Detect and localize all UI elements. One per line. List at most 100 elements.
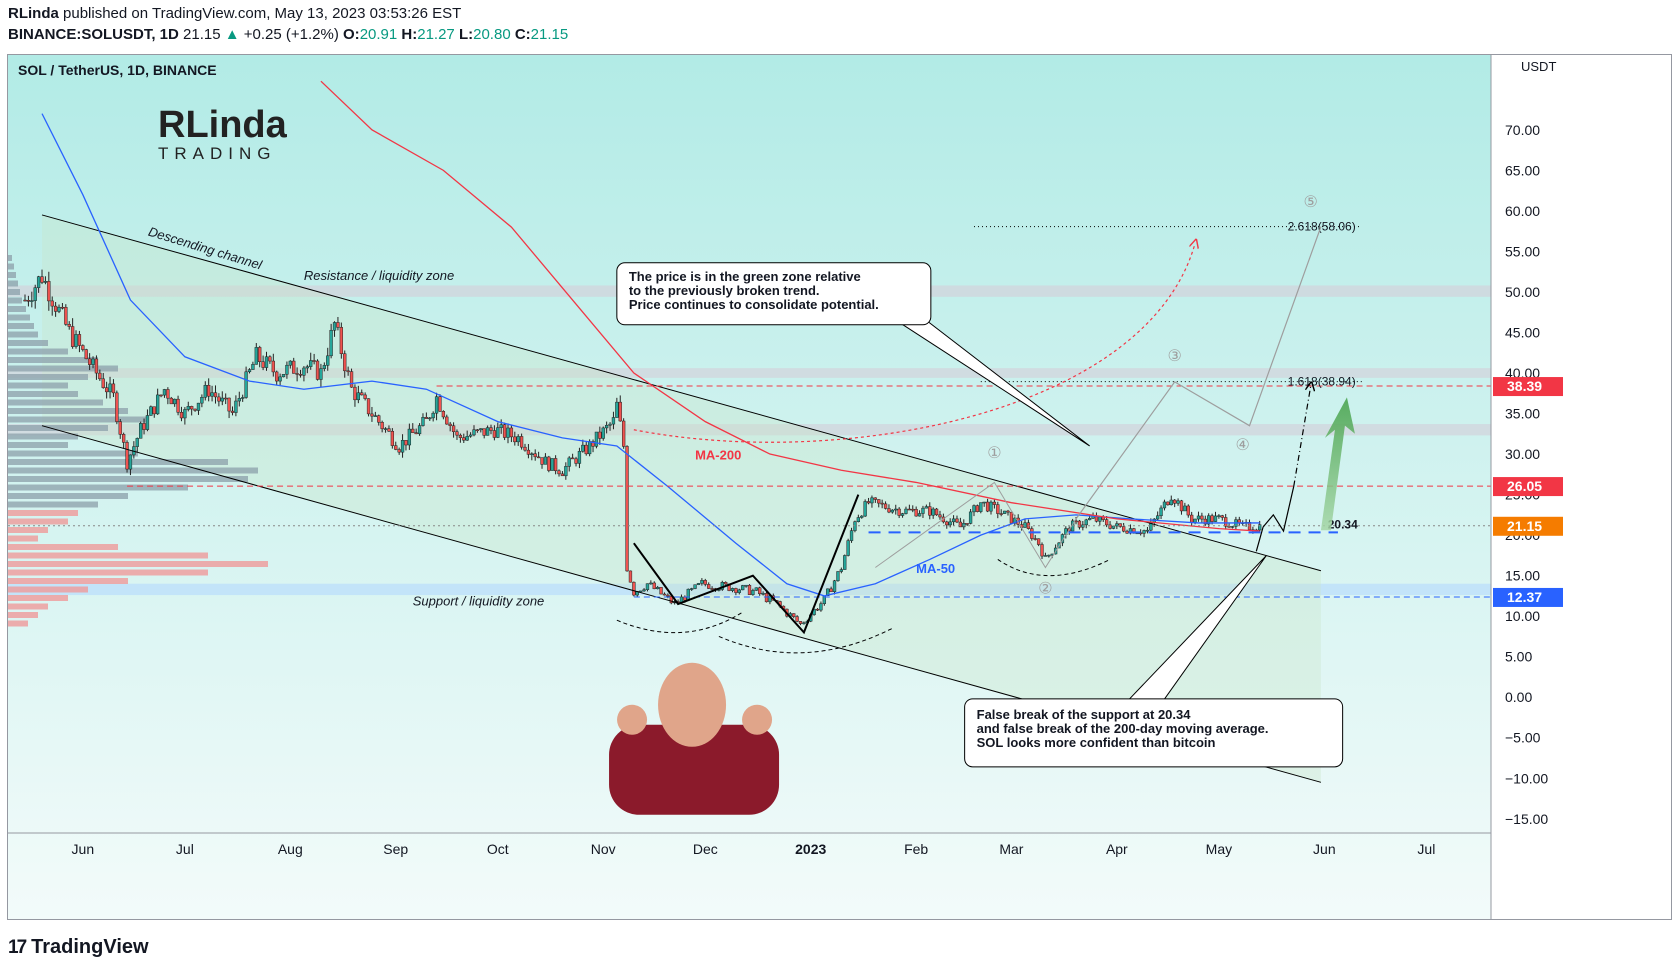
candle-body <box>1118 523 1122 527</box>
candle-body <box>1173 499 1177 504</box>
candle-body <box>305 366 309 369</box>
x-tick-label: Apr <box>1106 841 1128 857</box>
candle-body <box>115 392 119 422</box>
candle-body <box>186 406 190 410</box>
y-tick-label: 55.00 <box>1505 243 1540 259</box>
candle-body <box>547 456 551 471</box>
candle-body <box>434 396 439 414</box>
candle-body <box>326 355 330 366</box>
candle-body <box>931 508 935 516</box>
candle-body <box>224 397 228 400</box>
candle-body <box>139 423 143 439</box>
candle-body <box>183 409 187 419</box>
candle-body <box>91 358 95 365</box>
candle-body <box>258 347 262 362</box>
candle-body <box>951 518 956 523</box>
price-chart[interactable]: 2.618(58.06) 1.618(38.94) 20.34 ① ② ③ ④ ⑤ SOL / … <box>8 55 1672 920</box>
volume-profile-bar <box>8 280 18 287</box>
candle-body <box>584 444 588 455</box>
candle-body <box>121 434 126 443</box>
candle-body <box>574 458 578 464</box>
price-tag-text-0: 38.39 <box>1507 378 1542 394</box>
candle-body <box>145 415 150 430</box>
candle-body <box>465 436 469 441</box>
time-axis[interactable]: Jun Jul Aug Sep Oct Nov Dec 2023 Feb Mar Apr May Jun… <box>8 832 1491 857</box>
y-tick-label: 50.00 <box>1505 284 1540 300</box>
candle-body <box>686 588 690 601</box>
candle-body <box>955 518 959 523</box>
candle-body <box>758 587 762 595</box>
candle-body <box>271 360 275 373</box>
candle-body <box>315 360 320 380</box>
publish-info: RLinda published on TradingView.com, May… <box>8 5 461 22</box>
candle-body <box>1023 522 1027 528</box>
close-value: 21.15 <box>530 26 569 43</box>
candle-body <box>972 505 976 513</box>
candle-body <box>373 415 377 417</box>
candle-body <box>247 369 252 373</box>
watermark-bottom: TRADING <box>158 144 277 163</box>
candle-body <box>652 582 656 590</box>
candle-body <box>1258 524 1262 531</box>
candle-body <box>1196 515 1201 520</box>
candle-body <box>1200 515 1204 520</box>
candle-body <box>938 514 942 518</box>
chart-frame[interactable]: 2.618(58.06) 1.618(38.94) 20.34 ① ② ③ ④ ⑤ SOL / … <box>7 54 1672 920</box>
candle-body <box>911 508 915 511</box>
y-tick-label: 65.00 <box>1505 162 1540 178</box>
candle-body <box>421 417 425 426</box>
candle-body <box>220 397 224 402</box>
candle-body <box>292 360 296 374</box>
price-tag-0 <box>1493 377 1563 397</box>
symbol-label[interactable]: BINANCE:SOLUSDT, 1D <box>8 26 179 43</box>
candle-body <box>877 499 881 504</box>
candle-body <box>23 299 27 302</box>
volume-profile-bar <box>8 527 48 533</box>
tradingview-logo-icon: 17 <box>8 936 27 958</box>
tradingview-footer[interactable]: 17 TradingView <box>8 936 149 959</box>
volume-profile-bar <box>8 314 30 321</box>
volume-profile-bar <box>8 595 68 601</box>
low-value: 20.80 <box>473 26 511 43</box>
wave-label-3: ③ <box>1168 348 1182 365</box>
candle-body <box>200 397 204 404</box>
candle-body <box>598 431 602 439</box>
candle-body <box>244 371 248 398</box>
candle-body <box>47 281 51 302</box>
candle-body <box>849 530 854 541</box>
candle-body <box>581 444 585 452</box>
candle-body <box>792 613 796 617</box>
callout1-pointer-outline <box>896 320 1090 447</box>
candle-body <box>962 523 966 528</box>
candle-body <box>98 372 102 380</box>
wave-label-2: ② <box>1038 580 1052 597</box>
price-axis[interactable]: USDT70.0065.0060.0055.0050.0045.0040.003… <box>1490 55 1672 920</box>
candle-body <box>349 371 354 388</box>
liquidity-zone-1 <box>8 368 1491 378</box>
candle-body <box>839 569 843 572</box>
y-tick-label: −15.00 <box>1505 811 1548 827</box>
volume-profile-bar <box>8 510 78 516</box>
ma200-line <box>320 80 1260 532</box>
candle-body <box>1104 519 1109 526</box>
candle-body <box>656 587 660 590</box>
candle-body <box>608 423 612 426</box>
ma200-label: MA-200 <box>695 448 741 463</box>
candle-body <box>288 360 292 366</box>
candle-body <box>336 322 340 328</box>
candle-body <box>737 589 741 593</box>
candle-body <box>67 324 71 327</box>
candle-body <box>999 513 1003 515</box>
figure-head <box>658 662 727 747</box>
candle-body <box>445 416 449 425</box>
candle-body <box>312 360 316 362</box>
candle-body <box>741 585 745 591</box>
open-value: 20.91 <box>359 26 398 43</box>
candle-body <box>237 398 241 402</box>
candle-body <box>217 396 221 402</box>
author-name[interactable]: RLinda <box>8 5 59 22</box>
high-value: 21.27 <box>417 26 455 43</box>
candle-body <box>366 398 371 415</box>
y-tick-label: −5.00 <box>1505 730 1541 746</box>
x-tick-label: Jul <box>1417 841 1435 857</box>
